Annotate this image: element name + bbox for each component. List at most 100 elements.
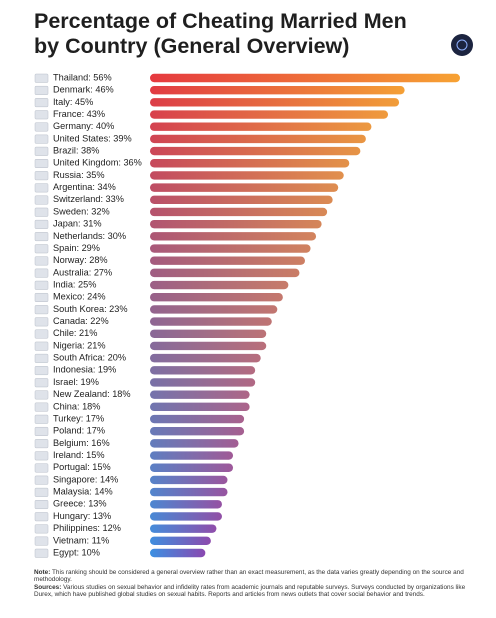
value-label: 18% bbox=[112, 389, 130, 399]
value-label: 32% bbox=[91, 206, 109, 216]
bar bbox=[150, 378, 256, 387]
category-label: Greece: bbox=[53, 499, 86, 509]
flag bbox=[34, 536, 49, 546]
bar bbox=[150, 366, 256, 375]
value-label: 15% bbox=[92, 462, 110, 472]
flag bbox=[34, 195, 49, 205]
notes: Note: This ranking should be considered … bbox=[34, 569, 466, 599]
bar bbox=[150, 134, 366, 144]
bar bbox=[150, 451, 234, 460]
value-label: 22% bbox=[90, 316, 108, 326]
category-label: Italy: bbox=[53, 97, 72, 107]
flag bbox=[34, 390, 49, 400]
bar bbox=[150, 414, 245, 424]
category-label: Singapore: bbox=[53, 474, 97, 484]
bar bbox=[150, 73, 460, 83]
category-label: Switzerland: bbox=[53, 194, 103, 204]
bar bbox=[150, 390, 250, 399]
value-label: 15% bbox=[86, 450, 104, 460]
flag bbox=[34, 548, 49, 558]
flag bbox=[34, 463, 49, 473]
flag bbox=[34, 500, 49, 510]
value-label: 31% bbox=[83, 219, 101, 229]
category-label: Nigeria: bbox=[53, 340, 85, 350]
value-label: 35% bbox=[86, 170, 104, 180]
value-label: 21% bbox=[79, 328, 97, 338]
logo-mark bbox=[456, 39, 468, 51]
bar bbox=[150, 256, 305, 265]
category-label: Portugal: bbox=[53, 462, 90, 472]
flag bbox=[34, 98, 49, 108]
category-label: Turkey: bbox=[53, 413, 83, 423]
category-label: Chile: bbox=[53, 328, 77, 338]
value-label: 27% bbox=[94, 267, 112, 277]
category-label: Argentina: bbox=[53, 182, 95, 192]
note-label: Note: bbox=[34, 569, 51, 576]
value-label: 23% bbox=[109, 304, 127, 314]
value-label: 56% bbox=[93, 72, 111, 82]
value-label: 18% bbox=[82, 401, 100, 411]
flag bbox=[34, 268, 49, 278]
category-label: India: bbox=[53, 279, 75, 289]
bar bbox=[150, 110, 389, 119]
flag bbox=[34, 366, 49, 376]
bar bbox=[150, 171, 344, 180]
category-label: Germany: bbox=[53, 121, 93, 131]
category-label: South Korea: bbox=[53, 304, 107, 314]
category-label: Poland: bbox=[53, 426, 84, 436]
category-label: United Kingdom: bbox=[53, 158, 121, 168]
category-label: Egypt: bbox=[53, 547, 79, 557]
bar bbox=[150, 439, 239, 448]
bar bbox=[150, 280, 289, 290]
flag bbox=[34, 73, 49, 83]
flag bbox=[34, 402, 49, 412]
value-label: 28% bbox=[89, 255, 107, 265]
flag bbox=[34, 244, 49, 254]
value-label: 13% bbox=[88, 499, 106, 509]
bar bbox=[150, 207, 328, 217]
bar bbox=[150, 536, 211, 546]
value-label: 24% bbox=[87, 292, 105, 302]
value-label: 19% bbox=[98, 365, 116, 375]
value-label: 29% bbox=[82, 243, 100, 253]
category-label: Vietnam: bbox=[53, 535, 89, 545]
value-label: 14% bbox=[94, 487, 112, 497]
category-label: Russia: bbox=[53, 170, 84, 180]
flag bbox=[34, 292, 49, 302]
sources-text: Various studies on sexual behavior and i… bbox=[34, 583, 466, 599]
flag bbox=[34, 171, 49, 181]
flag bbox=[34, 207, 49, 217]
flag bbox=[34, 110, 49, 120]
value-label: 34% bbox=[97, 182, 115, 192]
category-label: New Zealand: bbox=[53, 389, 110, 399]
category-label: France: bbox=[53, 109, 84, 119]
flag bbox=[34, 219, 49, 229]
flag bbox=[34, 317, 49, 327]
bar bbox=[150, 293, 283, 302]
bar bbox=[150, 195, 333, 204]
flag bbox=[34, 475, 49, 485]
bar bbox=[150, 183, 339, 192]
value-label: 11% bbox=[92, 535, 110, 545]
value-label: 16% bbox=[91, 438, 109, 448]
bar bbox=[150, 122, 372, 131]
value-label: 17% bbox=[87, 426, 105, 436]
flag bbox=[34, 305, 49, 315]
category-label: Norway: bbox=[53, 255, 87, 265]
value-label: 43% bbox=[87, 109, 105, 119]
flag bbox=[34, 524, 49, 534]
category-label: Canada: bbox=[53, 316, 88, 326]
bar bbox=[150, 463, 234, 472]
value-label: 38% bbox=[81, 146, 99, 156]
bar bbox=[150, 500, 222, 509]
note: Note: This ranking should be considered … bbox=[34, 569, 466, 584]
bar bbox=[150, 159, 350, 168]
bar bbox=[150, 353, 261, 363]
sources-label: Sources: bbox=[34, 583, 62, 591]
bar bbox=[150, 329, 267, 338]
flag bbox=[34, 232, 49, 242]
note-text: This ranking should be considered a gene… bbox=[34, 569, 464, 584]
value-label: 30% bbox=[108, 231, 126, 241]
